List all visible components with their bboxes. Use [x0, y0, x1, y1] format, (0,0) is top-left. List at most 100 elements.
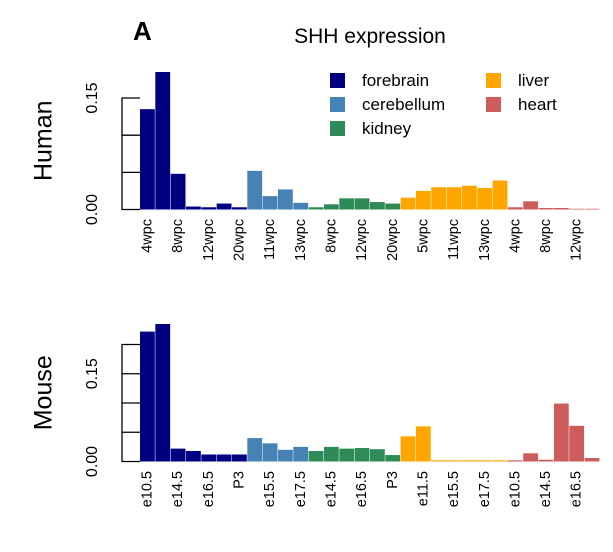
- x-tick-label: e17.5: [293, 471, 309, 507]
- bar-kidney: [308, 207, 324, 210]
- bar-cerebellum: [262, 196, 278, 210]
- bar-liver: [400, 436, 416, 462]
- x-tick-label: e11.5: [415, 471, 431, 506]
- x-tick-label: 12wpc: [201, 219, 217, 261]
- bar-liver: [477, 460, 493, 462]
- x-tick-label: P3: [385, 471, 401, 489]
- bar-heart: [538, 208, 554, 210]
- bar-cerebellum: [277, 449, 293, 462]
- legend-label-liver: liver: [518, 71, 550, 90]
- bar-liver: [461, 185, 477, 210]
- bar-forebrain: [201, 207, 217, 210]
- bar-cerebellum: [247, 170, 263, 210]
- x-tick-label: e17.5: [477, 471, 493, 507]
- legend: forebrain liver cerebellum heart kidney: [330, 71, 557, 138]
- bar-kidney: [308, 450, 324, 462]
- x-tick-label: e10.5: [139, 471, 155, 507]
- bar-heart: [553, 403, 569, 462]
- bar-kidney: [369, 202, 385, 210]
- bar-forebrain: [201, 454, 217, 462]
- bar-forebrain: [231, 454, 247, 462]
- x-tick-label: e14.5: [538, 471, 554, 507]
- x-tick-label: e10.5: [507, 471, 523, 507]
- x-tick-label: 13wpc: [293, 219, 309, 261]
- bar-cerebellum: [293, 446, 309, 462]
- bar-liver: [431, 187, 447, 210]
- bar-kidney: [323, 204, 339, 210]
- bar-heart: [584, 208, 600, 210]
- x-tick-label: e15.5: [446, 471, 462, 507]
- bar-liver: [492, 180, 508, 210]
- y-tick-label: 0.00: [84, 446, 101, 477]
- x-tick-label: e14.5: [323, 471, 339, 507]
- bar-cerebellum: [277, 189, 293, 210]
- x-tick-label: 4wpc: [507, 219, 523, 253]
- bar-liver: [477, 187, 493, 210]
- bar-forebrain: [170, 173, 186, 210]
- human-panel: 0.00 0.15 Human 4wpc 8wpc 12wpc 20wpc 11wpc 13wp…: [30, 72, 600, 261]
- bar-forebrain: [155, 72, 171, 210]
- x-tick-label: e15.5: [262, 471, 278, 507]
- x-tick-label: 12wpc: [569, 219, 585, 261]
- x-tick-label: 20wpc: [231, 219, 247, 261]
- x-tick-label: e14.5: [170, 471, 186, 507]
- x-tick-label: 12wpc: [354, 219, 370, 261]
- bar-forebrain: [155, 324, 171, 462]
- bar-liver: [461, 460, 477, 462]
- bar-kidney: [354, 448, 370, 462]
- legend-swatch-forebrain: [330, 73, 345, 88]
- x-tick-label: 4wpc: [139, 219, 155, 253]
- y-axis-title: Mouse: [30, 355, 58, 430]
- bar-forebrain: [216, 454, 232, 462]
- bar-liver: [400, 197, 416, 210]
- bar-kidney: [339, 198, 355, 210]
- legend-swatch-heart: [486, 97, 501, 112]
- x-tick-label: 13wpc: [477, 219, 493, 261]
- legend-swatch-kidney: [330, 121, 345, 136]
- x-tick-label: e16.5: [569, 471, 585, 507]
- legend-label-forebrain: forebrain: [362, 71, 429, 90]
- legend-swatch-cerebellum: [330, 97, 345, 112]
- x-tick-label: 8wpc: [538, 219, 554, 253]
- legend-label-heart: heart: [518, 95, 557, 114]
- x-tick-label: 11wpc: [262, 219, 278, 260]
- bar-liver: [415, 190, 431, 210]
- bar-kidney: [354, 198, 370, 210]
- bar-heart: [553, 208, 569, 210]
- bar-forebrain: [170, 448, 186, 462]
- bar-kidney: [369, 449, 385, 462]
- x-tick-label: e16.5: [201, 471, 217, 507]
- bar-kidney: [385, 455, 401, 462]
- figure-title: SHH expression: [294, 25, 446, 48]
- bar-forebrain: [185, 206, 201, 210]
- bar-forebrain: [140, 109, 155, 210]
- y-tick-label: 0.00: [84, 194, 101, 225]
- bar-liver: [446, 187, 462, 210]
- bar-kidney: [385, 203, 401, 210]
- bar-cerebellum: [247, 438, 263, 462]
- bar-heart: [523, 453, 539, 462]
- x-tick-label: P3: [231, 471, 247, 489]
- bar-cerebellum: [293, 202, 309, 210]
- legend-label-kidney: kidney: [362, 119, 412, 138]
- legend-swatch-liver: [486, 73, 501, 88]
- bar-forebrain: [185, 450, 201, 462]
- x-tick-label: 5wpc: [415, 219, 431, 253]
- bar-liver: [415, 426, 431, 462]
- bar-heart: [584, 457, 600, 462]
- legend-label-cerebellum: cerebellum: [362, 95, 445, 114]
- bar-heart: [569, 208, 585, 210]
- bar-forebrain: [140, 331, 155, 462]
- bar-heart: [538, 459, 554, 462]
- bar-cerebellum: [262, 443, 278, 462]
- bar-liver: [446, 460, 462, 462]
- mouse-panel: 0.00 0.15 Mouse e10.5 e14.5 e16.5 P3 e15.5 e17.5…: [30, 324, 600, 507]
- bar-heart: [523, 201, 539, 210]
- bar-kidney: [339, 448, 355, 462]
- panel-letter: A: [133, 16, 152, 46]
- bar-heart: [507, 460, 523, 462]
- y-axis-title: Human: [30, 100, 58, 181]
- bar-kidney: [323, 446, 339, 462]
- y-tick-label: 0.15: [84, 358, 101, 389]
